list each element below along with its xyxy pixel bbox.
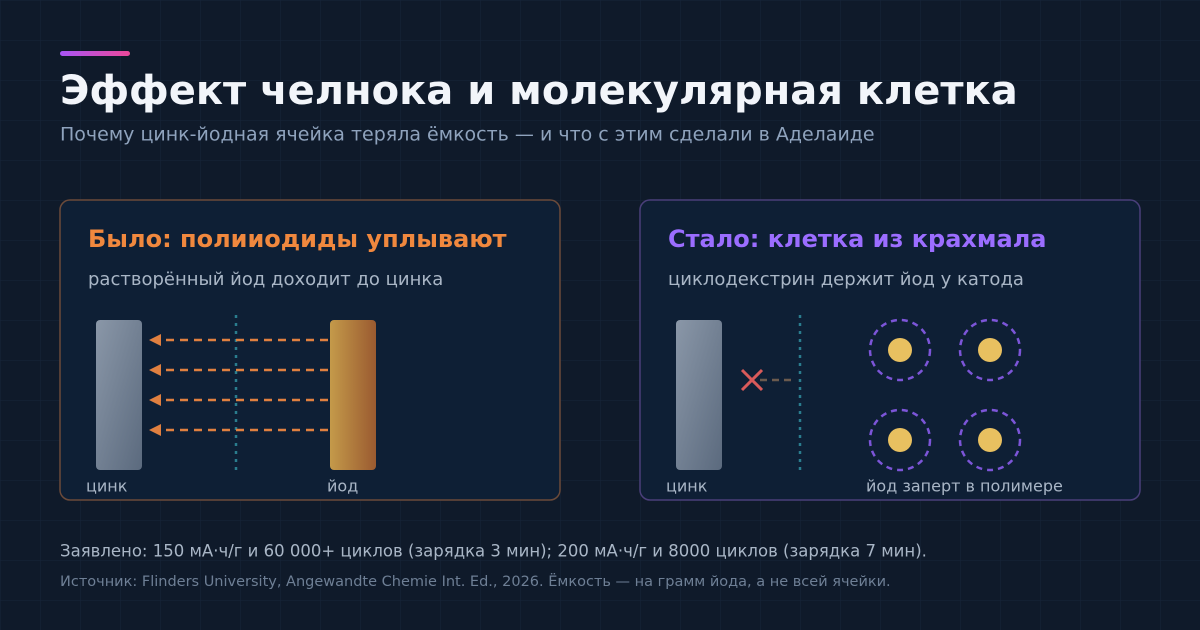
cages <box>868 318 1022 472</box>
title: Эффект челнока и молекулярная клетка <box>60 68 1018 114</box>
panel-after: Стало: клетка из крахмала циклодекстрин … <box>639 199 1141 501</box>
panel-subtitle: растворённый йод доходит до цинка <box>88 269 443 290</box>
label: йод заперт в полимере <box>866 477 1063 496</box>
panel-before: Было: полииодиды уплывают растворённый й… <box>59 199 561 501</box>
label: цинк <box>666 477 708 496</box>
zinc-electrode <box>96 320 142 470</box>
footer-source: Источник: Flinders University, Angewandt… <box>60 572 891 590</box>
panel-subtitle: циклодекстрин держит йод у катода <box>668 269 1024 290</box>
subtitle: Почему цинк-йодная ячейка теряла ёмкость… <box>60 124 875 146</box>
accent-bar <box>60 51 130 56</box>
panel-frame <box>59 199 561 501</box>
label: цинк <box>86 477 128 496</box>
panel-title: Стало: клетка из крахмала <box>668 225 1046 253</box>
iodine-electrode <box>330 320 376 470</box>
arrows <box>160 338 328 432</box>
panel-title: Было: полииодиды уплывают <box>88 225 507 253</box>
zinc-electrode <box>676 320 722 470</box>
label: йод <box>327 477 358 496</box>
footer-claim: Заявлено: 150 мА·ч/г и 60 000+ циклов (з… <box>60 542 927 561</box>
arrow-heads <box>149 334 161 436</box>
block-mark <box>740 368 764 392</box>
